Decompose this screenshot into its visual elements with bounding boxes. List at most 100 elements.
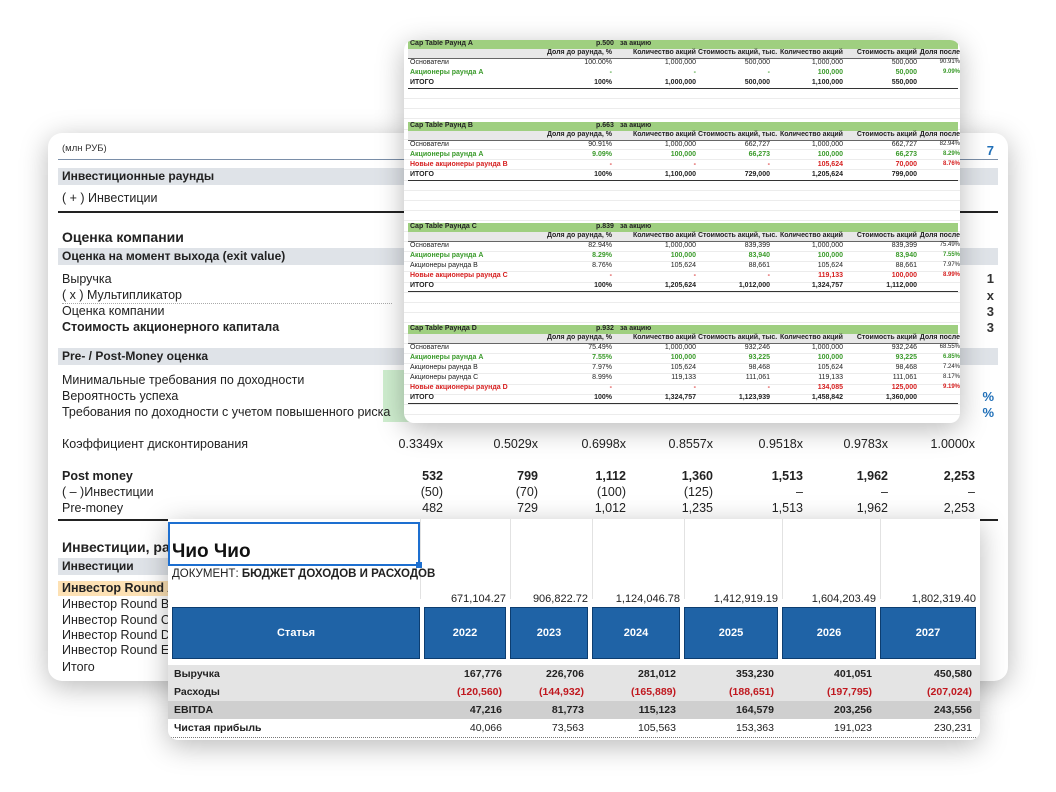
price-suffix: за акцию xyxy=(620,40,652,47)
grid-line xyxy=(404,169,960,171)
cap-table-cell: 119,133 xyxy=(671,374,696,381)
grid-line xyxy=(420,519,421,599)
budget-value: (144,932) xyxy=(539,686,584,698)
price-suffix: за акцию xyxy=(620,325,652,332)
cap-table-cell: 1,100,000 xyxy=(811,79,843,86)
cap-table-cell: 105,624 xyxy=(670,364,696,371)
budget-row: EBITDA 47,216 81,773 115,123 164,579 203,256 2… xyxy=(168,701,980,720)
cap-table-row: ИТОГО 100% 1,100,000 729,000 1,205,624 799,00… xyxy=(408,171,958,181)
column-total: 1,802,319.40 xyxy=(911,593,976,605)
header-fragment: 7 xyxy=(986,143,994,158)
cap-table-cell: 662,727 xyxy=(744,141,770,148)
cap-table-cell: 119,133 xyxy=(818,272,843,279)
pre-money-value: 729 xyxy=(517,501,538,515)
year-header: 2023 xyxy=(510,607,588,659)
column-total: 1,412,919.19 xyxy=(713,593,778,605)
grid-line xyxy=(404,363,960,365)
cap-table-cell: - xyxy=(767,161,770,168)
price-suffix: за акцию xyxy=(620,223,652,230)
year-header: 2027 xyxy=(880,607,976,659)
cap-table-cell: 500,000 xyxy=(744,79,770,86)
shareholder-name: ИТОГО xyxy=(410,282,434,289)
minus-inv-value: (70) xyxy=(515,485,538,499)
cap-table-cell: 7.97% xyxy=(942,262,960,268)
fill-handle[interactable] xyxy=(416,562,422,568)
cap-table-cell: 100,000 xyxy=(817,151,843,158)
cap-table-row: Акционеры раунда В 8.76% 105,624 88,661 105,… xyxy=(408,262,960,271)
minus-inv-value: (125) xyxy=(683,485,713,499)
budget-value: 153,363 xyxy=(736,722,774,734)
document-prefix: ДОКУМЕНТ: xyxy=(172,568,239,580)
cap-table-cell: 9.19% xyxy=(942,384,960,390)
grid-line xyxy=(510,519,511,599)
column-total: 1,124,046.78 xyxy=(615,593,680,605)
shareholder-name: Акционеры раунда А xyxy=(410,69,484,76)
discount-value: 0.9518x xyxy=(758,437,803,451)
cap-table-cell: 100% xyxy=(594,282,612,289)
cap-table-cell: 50,000 xyxy=(895,69,917,76)
cap-table-cell: 1,000,000 xyxy=(664,242,696,249)
cap-table-cell: 1,458,842 xyxy=(811,394,843,401)
cap-table-cell: - xyxy=(609,69,612,76)
cap-table-row: Акционеры раунда В 7.97% 105,624 98,468 105,… xyxy=(408,364,960,373)
column-header: Количество акций xyxy=(779,232,843,239)
cap-table-cell: 8.17% xyxy=(942,374,960,380)
min-return-label: Минимальные требования по доходности xyxy=(62,373,305,387)
budget-value: 167,776 xyxy=(464,668,502,680)
row-label: Выручка xyxy=(174,668,220,680)
post-money-label: Post money xyxy=(62,469,133,483)
value-fragment: 3 xyxy=(986,304,994,319)
minus-inv-value: – xyxy=(881,485,888,499)
risk-adjusted-label: Требования по доходности с учетом повыше… xyxy=(62,405,391,419)
cap-table-cell: 98,468 xyxy=(895,364,917,371)
grid-line xyxy=(404,220,960,222)
cap-table-cell: 100,000 xyxy=(891,272,917,279)
revenue-label: Выручка xyxy=(62,272,112,286)
cap-table-cell: 1,123,939 xyxy=(738,394,770,401)
cap-table-cell: 66,273 xyxy=(748,151,770,158)
pct-fragment: % xyxy=(982,405,994,420)
cap-table-title: Cap Table Раунда D р.932 за акцию xyxy=(408,325,958,334)
cap-table-cell: 90.91% xyxy=(588,141,612,148)
grid-line xyxy=(404,149,960,150)
discount-value: 0.9783x xyxy=(843,437,888,451)
grid-line xyxy=(404,271,960,273)
cap-table-cell: 1,205,624 xyxy=(811,171,843,178)
cap-table-cell: 8.99% xyxy=(592,374,612,381)
post-money-value: 1,513 xyxy=(771,469,803,483)
budget-value: 81,773 xyxy=(551,704,584,716)
shareholder-name: Новые акционеры раунда В xyxy=(410,161,508,168)
cap-table-cell: 1,012,000 xyxy=(738,282,770,289)
cap-table-row: Основатели 100.00% 1,000,000 500,000 1,000,0… xyxy=(408,59,960,68)
grid-line xyxy=(404,159,960,161)
grid-line xyxy=(404,281,960,283)
year-header: 2024 xyxy=(592,607,680,659)
budget-value: 203,256 xyxy=(834,704,872,716)
budget-value: 164,579 xyxy=(736,704,774,716)
budget-value: 353,230 xyxy=(736,668,774,680)
cap-table-cell: 100% xyxy=(594,79,612,86)
cap-table-cell: 500,000 xyxy=(891,59,917,66)
column-header: Количество акций xyxy=(632,49,696,56)
selected-cell[interactable] xyxy=(168,522,420,566)
column-header: Стоимость акций, тыс. xyxy=(698,232,778,239)
shareholder-name: Акционеры раунда А xyxy=(410,151,484,158)
cap-table-cell: - xyxy=(609,272,612,279)
column-header: Количество акций xyxy=(779,131,843,138)
shareholder-name: ИТОГО xyxy=(410,171,434,178)
share-price: р.500 xyxy=(596,40,614,47)
cap-table-cell: 68.55% xyxy=(939,344,960,350)
cap-table-row: Новые акционеры раунда С - - - 119,133 100,00… xyxy=(408,272,960,281)
pre-money-value: 1,012 xyxy=(594,501,626,515)
pct-fragment: % xyxy=(982,389,994,404)
post-money-value: 1,360 xyxy=(681,469,713,483)
grid-line xyxy=(404,261,960,263)
cap-table-cell: 100,000 xyxy=(817,69,843,76)
shareholder-name: Новые акционеры раунда С xyxy=(410,272,508,279)
cap-table-cell: - xyxy=(609,161,612,168)
cap-table-cell: 1,000,000 xyxy=(811,242,843,249)
cap-table-row: Акционеры раунда А 7.55% 100,000 93,225 100,… xyxy=(408,354,960,363)
column-header: Доля после xyxy=(919,49,960,56)
cap-table-cell: 100,000 xyxy=(817,252,843,259)
cap-table-cell: - xyxy=(693,384,696,391)
